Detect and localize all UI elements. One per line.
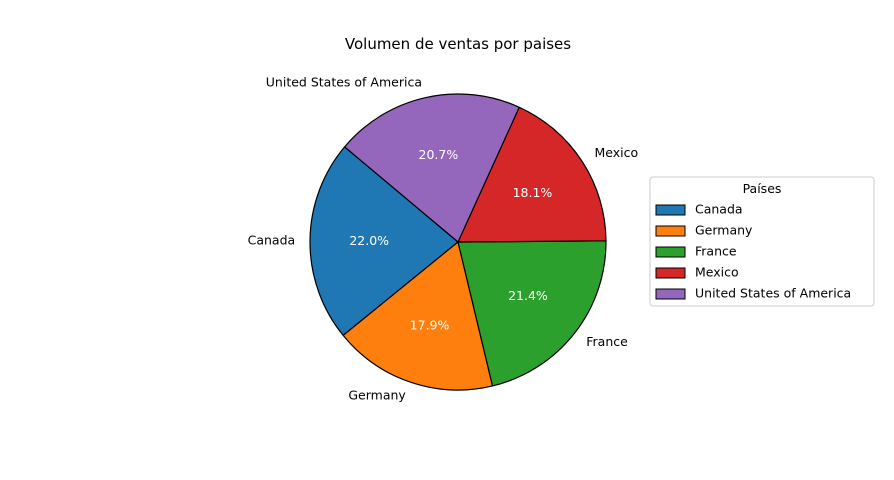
legend-swatch-germany xyxy=(655,225,686,237)
legend-label-canada: Canada xyxy=(695,202,743,217)
pie-slice-france xyxy=(457,240,607,387)
legend-label-france: France xyxy=(695,244,737,259)
legend-label-germany: Germany xyxy=(695,223,753,238)
chart-title: Volumen de ventas por paises xyxy=(345,35,571,53)
legend-swatch-canada xyxy=(655,204,686,216)
category-label-germany: Germany xyxy=(348,388,406,403)
percent-label-france: 21.4% xyxy=(508,288,548,303)
legend-swatch-france xyxy=(655,246,686,258)
legend-title: Países xyxy=(743,181,782,196)
pie-slice-mexico xyxy=(457,106,607,243)
pie-slice-canada xyxy=(309,146,459,336)
pie-slice-germany xyxy=(342,241,494,391)
pie-category-labels: Canada Germany France Mexico United States o… xyxy=(248,75,639,403)
legend-swatch-united-states-of-america xyxy=(655,288,686,300)
percent-label-united-states-of-america: 20.7% xyxy=(419,147,459,162)
legend: Países Canada Germany France Mexico United S… xyxy=(649,176,875,307)
percent-label-mexico: 18.1% xyxy=(513,185,553,200)
legend-label-united-states-of-america: United States of America xyxy=(695,286,851,301)
percent-label-canada: 22.0% xyxy=(349,233,389,248)
category-label-mexico: Mexico xyxy=(595,145,639,160)
category-label-france: France xyxy=(586,334,628,349)
legend-label-mexico: Mexico xyxy=(695,265,739,280)
pie-slice-united-states-of-america xyxy=(344,93,520,243)
pie-percent-labels: 22.0% 17.9% 21.4% 18.1% 20.7% xyxy=(349,147,552,333)
legend-swatch-mexico xyxy=(655,267,686,279)
legend-items: Canada Germany France Mexico United States o… xyxy=(655,202,851,301)
pie-slices xyxy=(309,93,607,391)
legend-frame xyxy=(649,176,875,307)
category-label-canada: Canada xyxy=(248,232,296,247)
percent-label-germany: 17.9% xyxy=(410,318,450,333)
category-label-united-states-of-america: United States of America xyxy=(266,75,422,90)
